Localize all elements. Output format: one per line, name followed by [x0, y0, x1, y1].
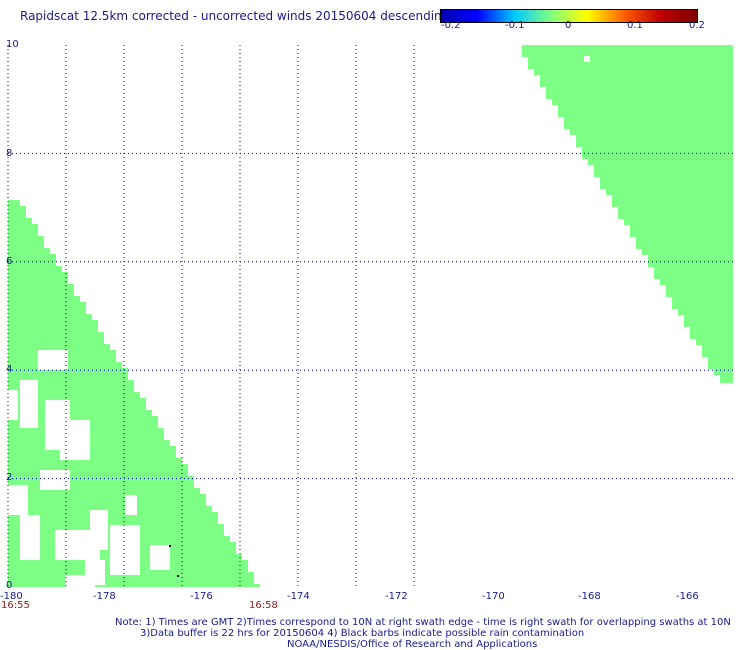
- colorbar-label-zero: 0: [565, 20, 572, 31]
- lat-label-6: 6: [6, 256, 13, 267]
- lat-lon-grid: [7, 45, 733, 587]
- time-label-start: 16:55: [1, 600, 30, 611]
- note-line-3: NOAA/NESDIS/Office of Research and Appli…: [287, 639, 538, 650]
- note-line-2: 3)Data buffer is 22 hrs for 20150604 4) …: [140, 628, 585, 639]
- lat-label-10: 10: [6, 39, 19, 50]
- time-label-end: 16:58: [249, 600, 278, 611]
- swath-gap: [20, 380, 38, 428]
- rain-flag-marker: [177, 575, 179, 577]
- lon-label--178: -178: [93, 591, 116, 602]
- lon-label--170: -170: [482, 591, 505, 602]
- note-line-1: Note: 1) Times are GMT 2)Times correspon…: [115, 617, 731, 628]
- swath-gap: [40, 470, 70, 490]
- swath-gap: [8, 485, 28, 515]
- rain-flag-marker: [169, 545, 171, 547]
- lat-label-8: 8: [6, 148, 13, 159]
- swath-gap: [38, 350, 68, 370]
- swath-left-body: [8, 200, 260, 587]
- swath-gap: [150, 545, 170, 570]
- colorbar-label-min: -0.2: [441, 20, 461, 31]
- swath-left: [8, 200, 260, 587]
- colorbar-label-neg: -0.1: [505, 20, 525, 31]
- swath-gap: [90, 510, 108, 550]
- swath-gap: [65, 575, 95, 587]
- swath-gap: [8, 390, 18, 420]
- colorbar-label-max: 0.2: [689, 20, 705, 31]
- swath-right: [522, 45, 733, 383]
- swath-gap: [584, 56, 590, 62]
- swath-gap: [20, 515, 40, 560]
- lon-label--176: -176: [190, 591, 213, 602]
- swath-gap: [60, 420, 90, 460]
- lat-label-2: 2: [6, 472, 13, 483]
- lat-label-0: 0: [6, 580, 13, 591]
- swath-gap: [110, 525, 140, 575]
- lon-label--172: -172: [385, 591, 408, 602]
- lon-label--174: -174: [287, 591, 310, 602]
- swath-gap: [125, 495, 137, 515]
- lon-label--166: -166: [676, 591, 699, 602]
- lat-label-4: 4: [6, 364, 13, 375]
- lon-label--168: -168: [578, 591, 601, 602]
- plot-title: Rapidscat 12.5km corrected - uncorrected…: [20, 9, 450, 23]
- lon-label--180: -180: [0, 591, 23, 602]
- swath-right-body: [522, 45, 733, 383]
- colorbar-label-pos: 0.1: [627, 20, 643, 31]
- colorbar: [440, 9, 698, 23]
